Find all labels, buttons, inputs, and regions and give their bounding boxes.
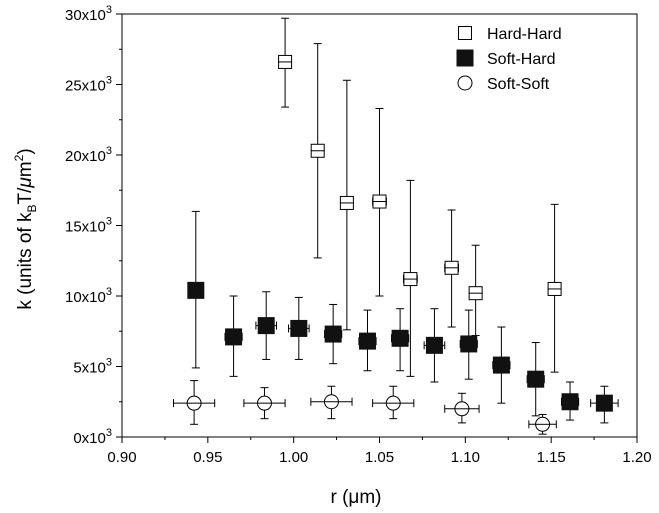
x-tick-label: 1.15 [537, 449, 566, 466]
data-point [444, 392, 480, 424]
data-point [444, 209, 459, 328]
y-label-mu: μ [15, 177, 36, 189]
y-label-mid: T/ [15, 187, 36, 205]
marker-filled-square [187, 281, 205, 299]
y-tick-label: 5x103 [73, 357, 112, 377]
marker-filled-square [324, 325, 342, 343]
y-tick-label-base: 10x10 [65, 289, 106, 306]
legend: Hard-Hard Soft-Hard Soft-Soft [456, 26, 562, 93]
x-tick-label: 0.95 [193, 449, 222, 466]
y-tick-label-exp: 3 [106, 145, 112, 157]
data-point [173, 380, 216, 425]
legend-label: Soft-Soft [487, 76, 550, 93]
x-tick-label: 1.05 [365, 449, 394, 466]
data-point [187, 210, 205, 369]
series-hard-hard [278, 17, 562, 377]
data-point [590, 385, 619, 424]
data-point [528, 413, 557, 435]
y-tick-label-base: 30x10 [65, 7, 106, 24]
y-tick-label: 30x103 [65, 4, 112, 24]
data-point [310, 43, 325, 259]
y-tick-label-exp: 3 [106, 4, 112, 16]
y-tick-label-base: 5x10 [73, 360, 106, 377]
y-tick-label-exp: 3 [106, 75, 112, 87]
y-tick-label-base: 25x10 [65, 78, 106, 95]
marker-filled-square [358, 332, 376, 350]
data-point [423, 308, 446, 383]
y-tick-label-exp: 3 [106, 427, 112, 439]
series-soft-soft [173, 380, 557, 435]
data-point [403, 179, 418, 377]
y-axis-label: k (units of kBT/μm2) [12, 148, 39, 309]
data-point [224, 295, 243, 377]
data-point [547, 203, 562, 373]
x-tick-label: 1.10 [451, 449, 480, 466]
data-point [324, 303, 343, 365]
data-point [560, 381, 580, 421]
y-tick-label-base: 0x10 [73, 430, 106, 447]
x-axis: 0.90 0.95 1.00 1.05 1.10 1.15 1.20 [107, 437, 652, 466]
data-point [278, 17, 293, 108]
legend-item: Soft-Soft [457, 75, 550, 93]
data-point [372, 107, 387, 297]
legend-item: Soft-Hard [456, 49, 555, 68]
x-tick-label: 1.20 [622, 449, 651, 466]
x-tick-label: 0.90 [107, 449, 136, 466]
y-tick-label-base: 15x10 [65, 219, 106, 236]
legend-item: Hard-Hard [458, 26, 562, 43]
marker-filled-square [527, 370, 545, 388]
series-soft-hard [187, 210, 619, 424]
y-label-sub: B [25, 204, 39, 212]
y-tick-label-exp: 3 [106, 286, 112, 298]
y-label-sup: 2 [12, 154, 26, 161]
y-tick-label: 0x103 [73, 427, 112, 447]
y-tick-label: 25x103 [65, 75, 112, 95]
marker-filled-square [460, 335, 478, 353]
marker-open-square [458, 26, 472, 40]
marker-open-circle [457, 75, 473, 91]
y-tick-label-base: 20x10 [65, 148, 106, 165]
data-point [459, 309, 478, 380]
marker-filled-square [257, 317, 275, 335]
data-point [255, 291, 277, 360]
x-tick-label: 1.00 [279, 449, 308, 466]
data-point [468, 244, 483, 336]
x-axis-label: r (μm) [330, 487, 381, 508]
y-label-pre: k (units of k [15, 212, 36, 310]
marker-filled-square [425, 336, 443, 354]
legend-label: Soft-Hard [487, 51, 555, 68]
y-label-post: ) [15, 148, 36, 154]
legend-label: Hard-Hard [487, 26, 562, 43]
data-point [288, 296, 310, 360]
y-tick-label: 20x103 [65, 145, 112, 165]
marker-filled-square [225, 328, 243, 346]
data-point [526, 342, 545, 417]
series-layer [173, 17, 619, 435]
data-point [358, 309, 377, 372]
y-tick-label-exp: 3 [106, 357, 112, 369]
data-point [492, 326, 511, 404]
y-tick-label: 15x103 [65, 216, 112, 236]
marker-filled-square [290, 319, 308, 337]
data-point [310, 385, 353, 420]
y-tick-label-exp: 3 [106, 216, 112, 228]
marker-filled-square [391, 329, 409, 347]
marker-filled-square [456, 49, 474, 67]
y-label-m: m [15, 161, 36, 177]
data-point [243, 387, 286, 420]
marker-filled-square [595, 394, 613, 412]
marker-filled-square [492, 356, 510, 374]
y-tick-label: 10x103 [65, 286, 112, 306]
marker-filled-square [561, 393, 579, 411]
data-point [339, 79, 354, 331]
data-point [391, 308, 410, 372]
data-point [372, 385, 415, 420]
